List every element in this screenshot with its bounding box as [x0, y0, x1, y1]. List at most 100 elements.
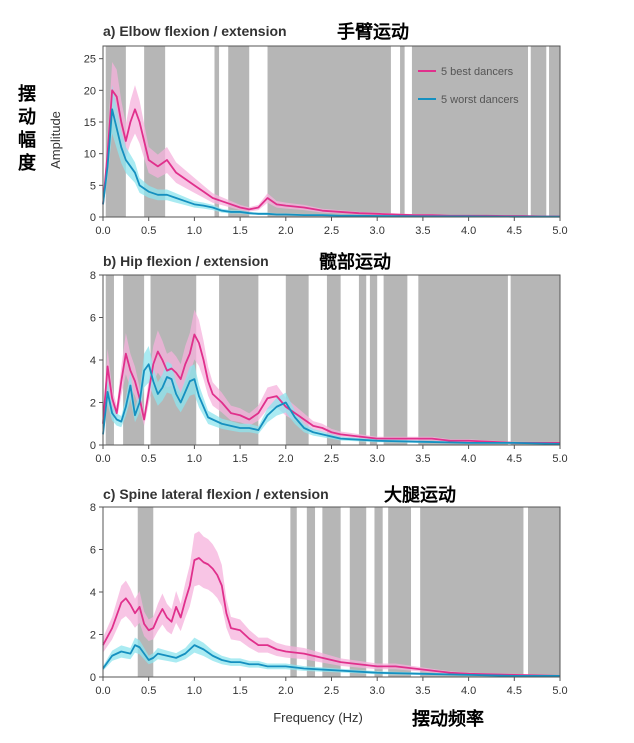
y-tick-label: 10	[84, 149, 96, 161]
x-tick-label: 4.5	[507, 225, 522, 237]
best-dancers-line	[102, 557, 561, 677]
x-tick-label: 1.0	[187, 685, 202, 697]
significance-band	[105, 275, 114, 445]
x-tick-label: 2.5	[324, 225, 339, 237]
x-tick-label: 4.5	[507, 453, 522, 465]
panel-title-cjk: 手臂运动	[337, 21, 409, 42]
x-tick-label: 2.5	[324, 685, 339, 697]
significance-band	[228, 46, 250, 217]
side-label-char: 动	[18, 107, 36, 127]
y-tick-label: 25	[84, 54, 96, 66]
significance-band	[374, 507, 383, 677]
x-tick-label: 0.0	[95, 685, 110, 697]
y-tick-label: 2	[90, 398, 96, 410]
x-tick-label: 0.0	[95, 225, 110, 237]
y-tick-label: 15	[84, 117, 96, 129]
x-tick-label: 5.0	[552, 225, 567, 237]
significance-band	[358, 275, 367, 445]
x-tick-label: 0.0	[95, 453, 110, 465]
best-dancers-line	[102, 333, 560, 444]
y-tick-label: 4	[90, 355, 96, 367]
worst-dancers-line	[102, 644, 560, 677]
x-tick-label: 1.5	[232, 685, 247, 697]
legend-entry: 5 best dancers	[441, 66, 514, 78]
worst-dancers-band	[103, 637, 560, 677]
x-tick-label: 4.5	[507, 685, 522, 697]
y-tick-label: 0	[90, 212, 96, 224]
x-tick-label: 1.0	[187, 225, 202, 237]
side-label-char: 摆	[18, 83, 36, 104]
panel-title: c) Spine lateral flexion / extension	[103, 486, 329, 502]
x-tick-label: 1.5	[232, 453, 247, 465]
x-tick-label: 3.0	[370, 685, 385, 697]
panel-title: b) Hip flexion / extension	[103, 253, 269, 269]
y-tick-label: 8	[90, 270, 96, 282]
x-tick-label: 3.5	[415, 453, 430, 465]
x-tick-label: 3.0	[370, 453, 385, 465]
legend: 5 best dancers 5 worst dancers	[418, 66, 519, 106]
panel-elbow: 0.0 0.5 1.0 1.5 2.0 2.5 3.0 3.5 4.0 4.5 5.0 0 5 10 15 2…	[84, 21, 568, 237]
x-tick-label: 3.5	[415, 225, 430, 237]
panel-hip: 0.0 0.5 1.0 1.5 2.0 2.5 3.0 3.5 4.0 4.5 5.0 0 2 4 6 8 b)…	[90, 251, 568, 465]
y-tick-label: 20	[84, 85, 96, 97]
significance-band	[549, 46, 560, 217]
y-axis-label: Amplitude	[48, 111, 63, 169]
x-tick-label: 3.0	[370, 225, 385, 237]
x-tick-label: 4.0	[461, 685, 476, 697]
panel-title-cjk: 大腿运动	[384, 484, 456, 505]
significance-band	[528, 507, 560, 677]
worst-dancers-line	[102, 363, 561, 445]
x-tick-label: 2.0	[278, 453, 293, 465]
x-tick-label: 0.5	[141, 685, 156, 697]
x-tick-label: 1.5	[232, 225, 247, 237]
worst-dancers-band	[103, 345, 560, 445]
side-label-char: 幅	[18, 129, 36, 150]
x-tick-label: 3.5	[415, 685, 430, 697]
x-tick-label: 5.0	[552, 685, 567, 697]
x-tick-label: 5.0	[552, 453, 567, 465]
significance-band	[306, 507, 316, 677]
legend-entry: 5 worst dancers	[441, 94, 519, 106]
significance-band	[267, 46, 391, 217]
x-axis-label: Frequency (Hz)	[273, 710, 363, 725]
x-tick-label: 4.0	[461, 453, 476, 465]
significance-band	[388, 507, 412, 677]
y-tick-label: 0	[90, 672, 96, 684]
x-axis-cjk-label: 摆动频率	[412, 708, 484, 729]
y-tick-label: 6	[90, 313, 96, 325]
significance-band	[285, 275, 309, 445]
best-dancers-line	[102, 89, 560, 218]
x-tick-label: 4.0	[461, 225, 476, 237]
worst-dancers-line	[102, 108, 560, 218]
significance-band	[530, 46, 547, 217]
significance-band	[326, 275, 341, 445]
x-tick-label: 2.0	[278, 225, 293, 237]
significance-band	[400, 46, 405, 217]
y-tick-label: 5	[90, 180, 96, 192]
x-tick-label: 2.5	[324, 453, 339, 465]
x-tick-label: 0.5	[141, 225, 156, 237]
significance-band	[349, 507, 367, 677]
significance-band	[420, 507, 524, 677]
significance-band	[418, 275, 508, 445]
y-tick-label: 6	[90, 545, 96, 557]
y-tick-label: 4	[90, 587, 96, 599]
significance-band	[411, 46, 529, 217]
panel-title: a) Elbow flexion / extension	[103, 23, 287, 39]
x-tick-label: 2.0	[278, 685, 293, 697]
significance-band	[369, 275, 378, 445]
significance-band	[214, 46, 220, 217]
y-tick-label: 0	[90, 440, 96, 452]
x-tick-label: 0.5	[141, 453, 156, 465]
x-tick-label: 1.0	[187, 453, 202, 465]
side-label-char: 度	[18, 152, 37, 173]
significance-band	[322, 507, 341, 677]
significance-band	[510, 275, 560, 445]
best-dancers-band	[103, 531, 560, 677]
side-label: 摆 动 幅 度	[18, 83, 37, 173]
panel-title-cjk: 髋部运动	[319, 251, 391, 272]
y-tick-label: 8	[90, 502, 96, 514]
panel-spine: 0.0 0.5 1.0 1.5 2.0 2.5 3.0 3.5 4.0 4.5 5.0 0 2 4 6 8 c)…	[90, 484, 568, 697]
significance-band	[290, 507, 297, 677]
